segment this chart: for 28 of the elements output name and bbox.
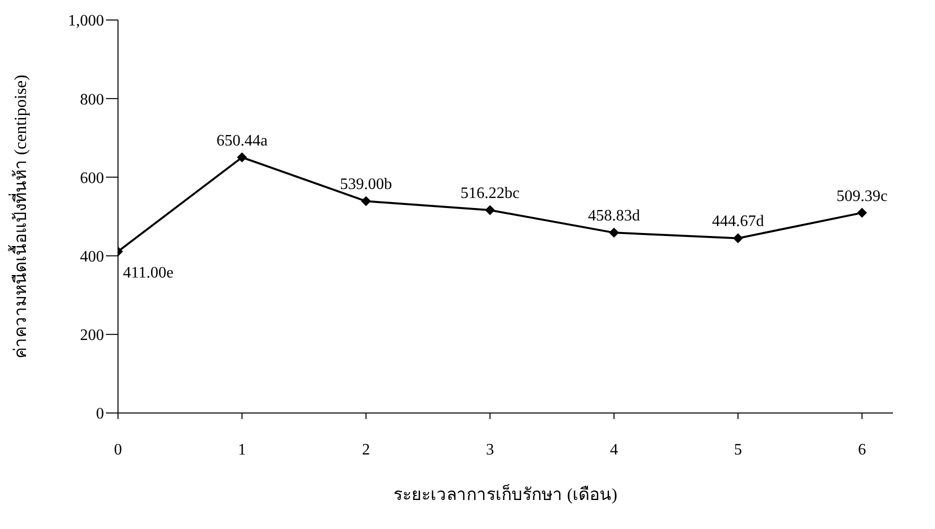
x-tick-label: 6	[858, 441, 866, 458]
y-tick-label: 0	[96, 406, 104, 423]
y-tick-label: 1,000	[68, 12, 104, 30]
point	[733, 233, 743, 244]
x-tick-label: 1	[238, 441, 246, 458]
y-tick-label: 400	[80, 248, 104, 266]
data-label: 458.83d	[588, 208, 640, 225]
data-label: 650.44a	[216, 132, 268, 150]
y-tick-label: 800	[80, 91, 104, 108]
data-label: 516.22bc	[460, 185, 520, 202]
y-axis-title: ค่าความหนืดเนื้อแป้งที่นห้า (centipoise)	[8, 74, 30, 358]
point	[237, 152, 247, 162]
data-label: 539.00b	[340, 176, 392, 194]
data-label: 509.39c	[836, 188, 888, 205]
point	[361, 196, 371, 206]
point	[609, 228, 619, 238]
x-axis-title: ระยะเวลาการเก็บรักษา (เดือน)	[394, 483, 618, 504]
x-tick-label: 4	[610, 441, 618, 458]
y-tick-label: 600	[80, 170, 104, 187]
point	[857, 208, 867, 218]
point	[485, 205, 495, 216]
x-tick-label: 2	[362, 441, 370, 458]
x-tick-label: 5	[734, 441, 742, 458]
y-tick-label: 200	[80, 327, 104, 344]
data-label: 411.00e	[123, 264, 174, 282]
x-tick-label: 3	[486, 441, 494, 458]
x-tick-label: 0	[114, 441, 122, 458]
data-label: 444.67d	[712, 213, 764, 230]
